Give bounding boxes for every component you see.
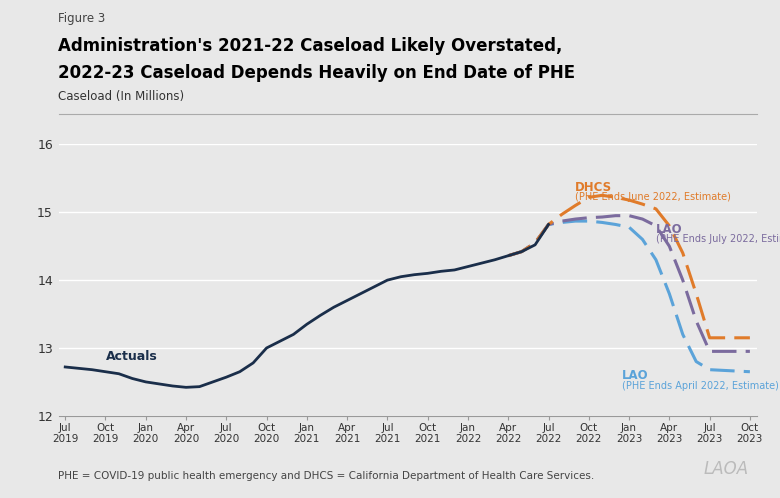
- Text: Figure 3: Figure 3: [58, 12, 106, 25]
- Text: Caseload (In Millions): Caseload (In Millions): [58, 90, 185, 103]
- Text: Actuals: Actuals: [105, 350, 158, 363]
- Text: LAO: LAO: [656, 223, 682, 236]
- Text: (PHE Ends June 2022, Estimate): (PHE Ends June 2022, Estimate): [576, 192, 731, 202]
- Text: 2022-23 Caseload Depends Heavily on End Date of PHE: 2022-23 Caseload Depends Heavily on End …: [58, 64, 576, 82]
- Text: DHCS: DHCS: [576, 181, 612, 194]
- Text: LAOA: LAOA: [704, 460, 749, 478]
- Text: (PHE Ends April 2022, Estimate): (PHE Ends April 2022, Estimate): [622, 380, 779, 391]
- Text: PHE = COVID-19 public health emergency and DHCS = California Department of Healt: PHE = COVID-19 public health emergency a…: [58, 471, 594, 481]
- Text: LAO: LAO: [622, 369, 649, 382]
- Text: (PHE Ends July 2022, Estimate): (PHE Ends July 2022, Estimate): [656, 234, 780, 244]
- Text: Administration's 2021-22 Caseload Likely Overstated,: Administration's 2021-22 Caseload Likely…: [58, 37, 563, 55]
